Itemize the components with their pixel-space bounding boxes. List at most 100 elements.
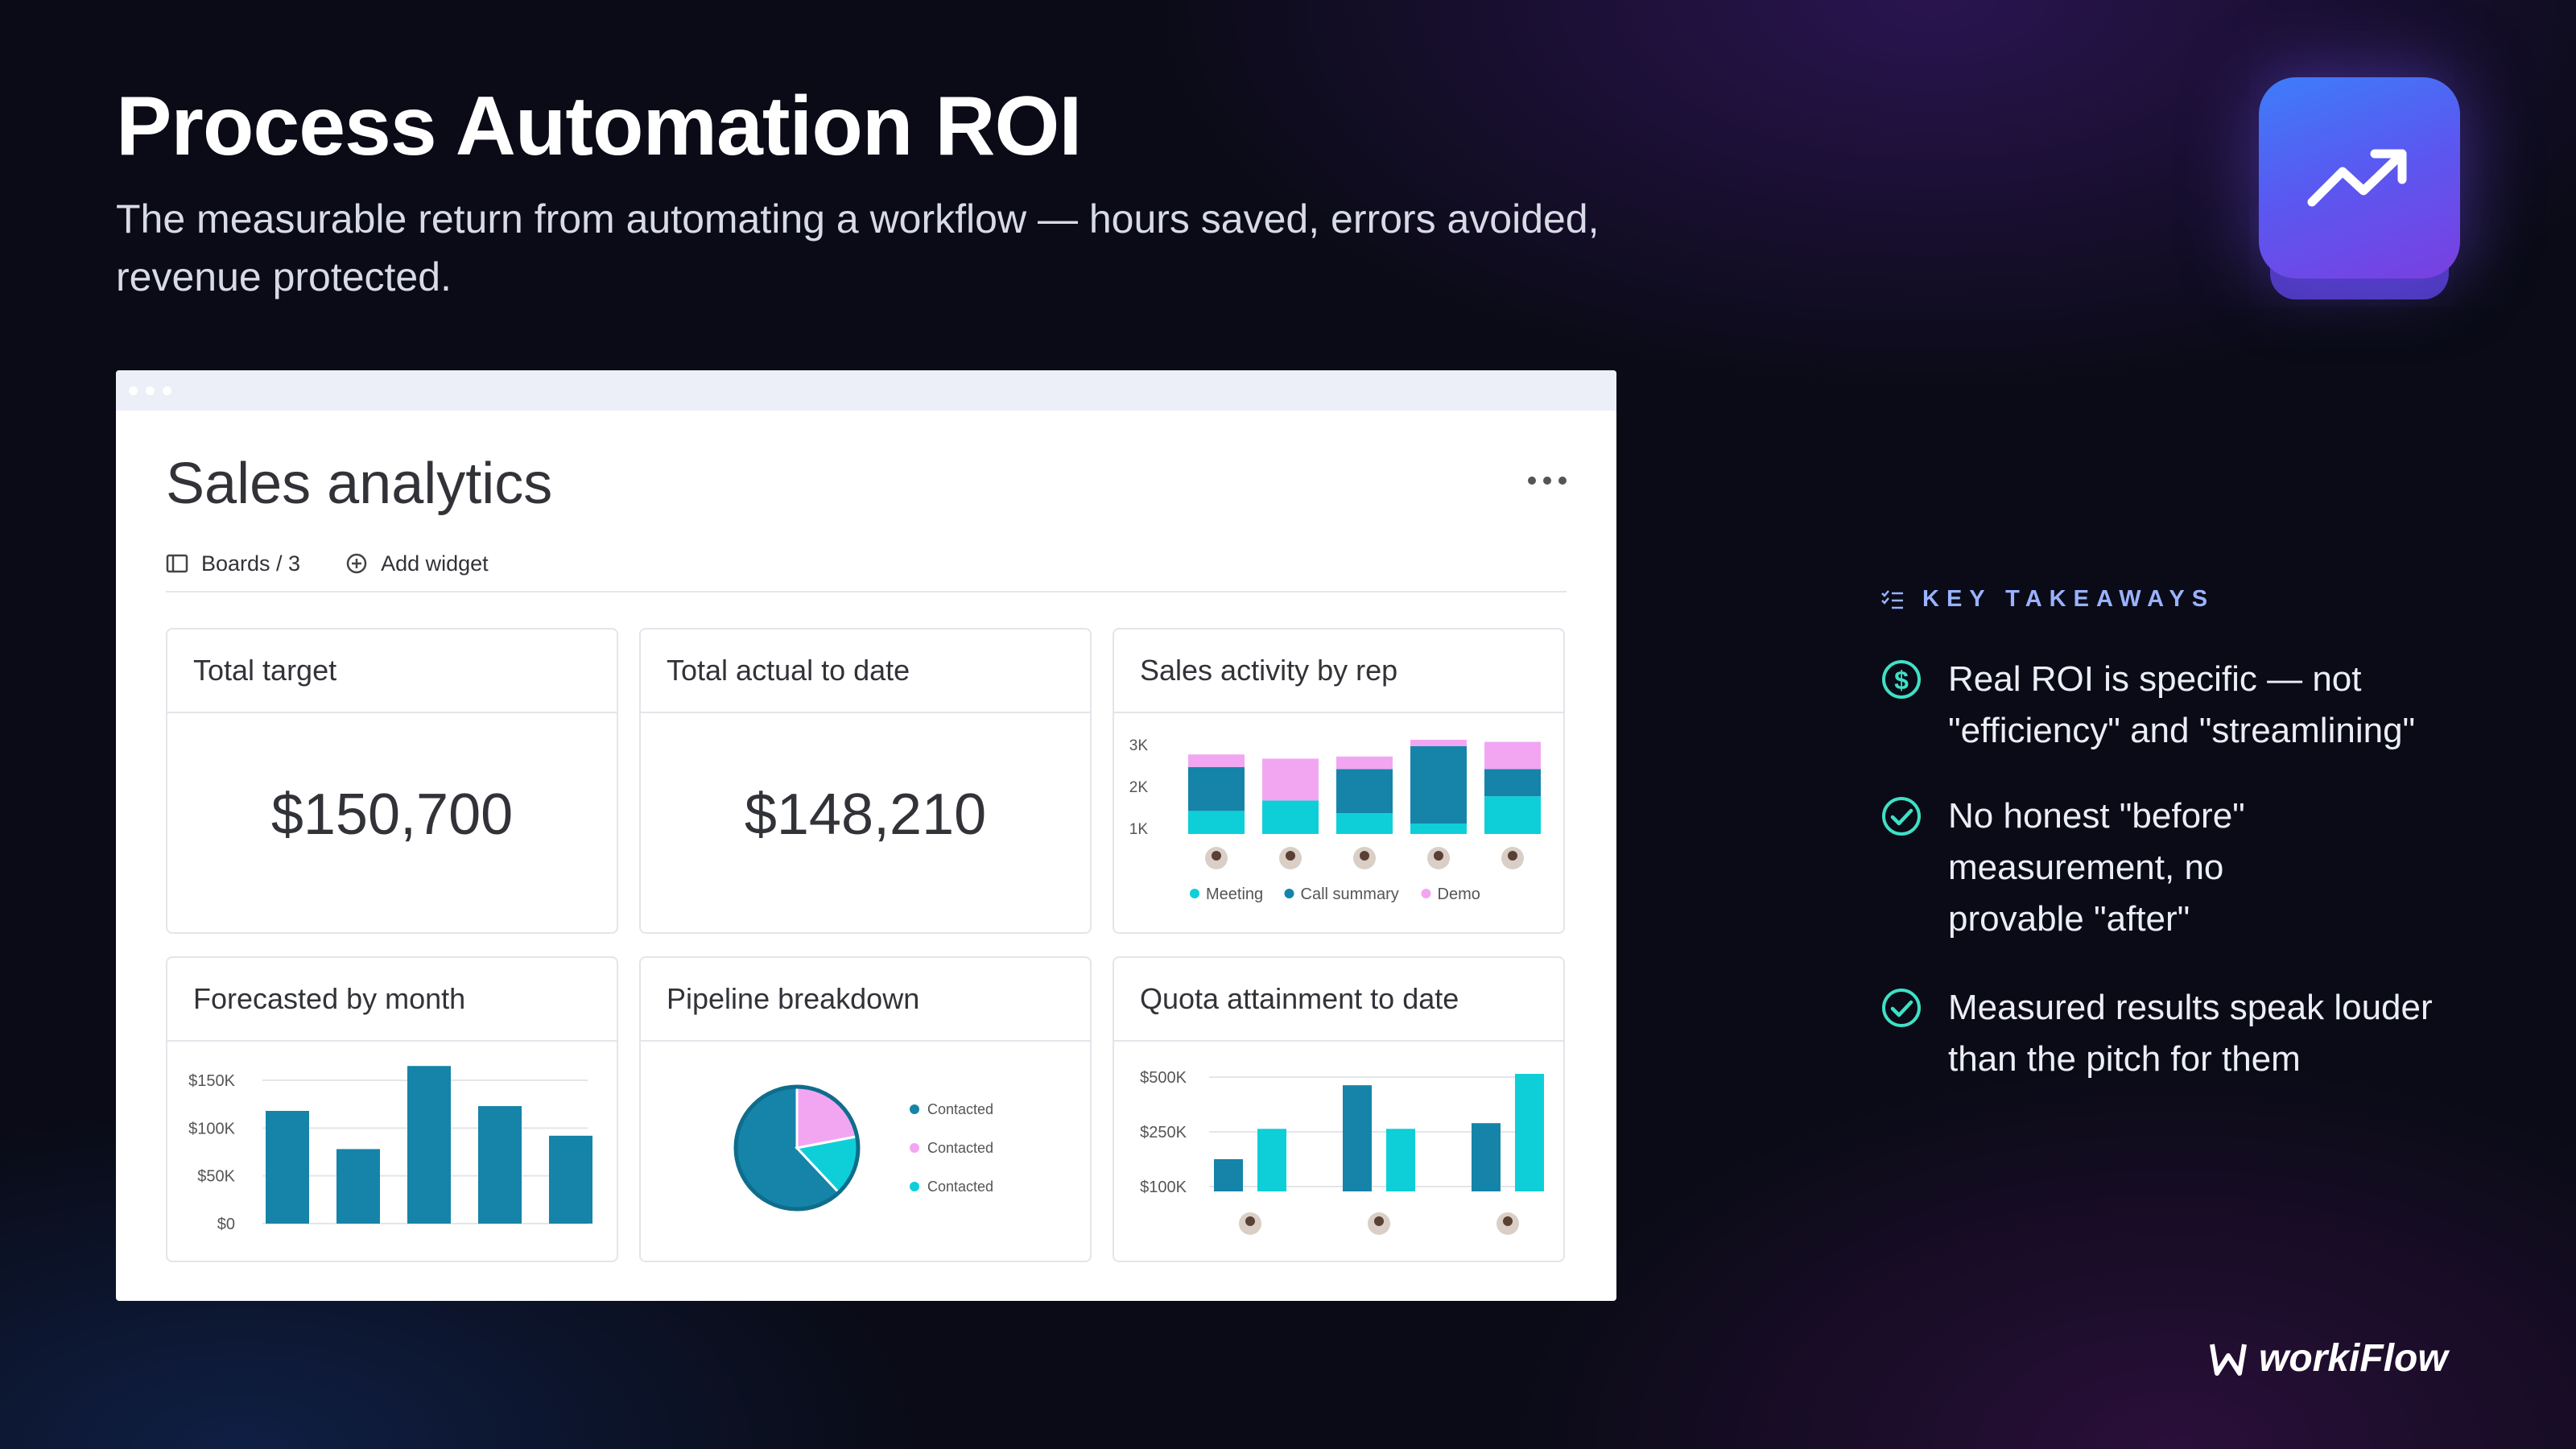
y-tick-label: 2K (1129, 779, 1149, 796)
boards-label: Boards / 3 (201, 551, 301, 576)
avatar-head (1212, 851, 1221, 861)
quota-card[interactable]: Quota attainment to date $500K $250K $100K (1113, 956, 1565, 1262)
avatar-head (1503, 1216, 1513, 1226)
legend-swatch (910, 1143, 919, 1153)
y-tick-label: 3K (1129, 737, 1149, 754)
more-dot (1528, 477, 1536, 485)
sales-activity-card[interactable]: Sales activity by rep 3K 2K 1K Meeting Call … (1113, 628, 1565, 934)
card-title: Quota attainment to date (1114, 958, 1563, 1042)
avatar-head (1245, 1216, 1255, 1226)
bar (1257, 1129, 1286, 1191)
window-dot (163, 386, 171, 395)
legend-label: Call summary (1301, 886, 1399, 903)
legend-label: Contacted (927, 1140, 993, 1156)
bar (1386, 1129, 1415, 1191)
bar-segment (1484, 796, 1541, 834)
takeaway-line: provable "after" (1948, 899, 2190, 939)
sales-activity-chart: 3K 2K 1K Meeting Call summary Demo (1129, 737, 1541, 903)
bar-segment (1410, 745, 1467, 824)
checklist-icon (1881, 589, 1903, 609)
legend-swatch (910, 1104, 919, 1114)
svg-text:$: $ (1894, 666, 1909, 695)
window-dot (146, 386, 155, 395)
total-target-value: $150,700 (270, 782, 514, 847)
legend-swatch (1421, 889, 1431, 898)
window-titlebar (116, 370, 1616, 411)
y-tick-label: $500K (1140, 1069, 1187, 1087)
pie-outline (733, 1084, 861, 1212)
bar-segment (1336, 813, 1393, 834)
legend-swatch (910, 1182, 919, 1191)
add-widget-button[interactable]: Add widget (345, 551, 489, 591)
takeaway-line: than the pitch for them (1948, 1039, 2301, 1079)
total-actual-value: $148,210 (744, 782, 987, 847)
card-title: Sales activity by rep (1114, 630, 1563, 713)
slide-subtitle: The measurable return from automating a … (116, 196, 1600, 299)
forecast-card[interactable]: Forecasted by month $150K $100K $50K $0 (166, 956, 618, 1262)
takeaway-line: Real ROI is specific — not (1948, 659, 2362, 699)
bar (1515, 1074, 1544, 1191)
total-target-card[interactable]: Total target $150,700 (166, 628, 618, 934)
check-circle-icon (1882, 989, 1921, 1027)
more-dot (1558, 477, 1567, 485)
takeaway-line: measurement, no (1948, 848, 2224, 887)
avatar-head (1286, 851, 1295, 861)
trending-up-app-icon (2259, 77, 2460, 279)
bar-segment (1188, 754, 1245, 767)
card-title: Pipeline breakdown (641, 958, 1090, 1042)
bar (336, 1149, 380, 1224)
workiflow-logo-icon (2210, 1344, 2247, 1376)
pipeline-chart: Contacted Contacted Contacted (733, 1084, 993, 1212)
takeaway-item: No honest "before" measurement, no prova… (1880, 791, 2476, 945)
add-widget-label: Add widget (381, 551, 489, 576)
brand-name: workiFlow (2259, 1337, 2448, 1380)
pipeline-card[interactable]: Pipeline breakdown Contacted Contacted Con… (639, 956, 1092, 1262)
takeaway-line: "efficiency" and "streamlining" (1948, 711, 2416, 750)
plus-circle-icon (346, 553, 367, 574)
y-tick-label: $250K (1140, 1124, 1187, 1141)
bar-segment (1484, 741, 1541, 770)
key-takeaways-label: KEY TAKEAWAYS (1922, 586, 2215, 612)
bar (1472, 1123, 1501, 1191)
avatar-head (1374, 1216, 1384, 1226)
legend-label: Meeting (1206, 886, 1263, 903)
boards-button[interactable]: Boards / 3 (166, 551, 300, 591)
takeaway-line: No honest "before" (1948, 796, 2245, 836)
brand-logo: workiFlow (2209, 1336, 2448, 1381)
board-icon (166, 554, 188, 573)
legend-swatch (1284, 889, 1294, 898)
bar-segment (1410, 824, 1467, 834)
legend-label: Demo (1438, 886, 1480, 903)
key-takeaways-heading: KEY TAKEAWAYS (1880, 586, 2215, 613)
card-title: Forecasted by month (167, 958, 617, 1042)
legend-swatch (1190, 889, 1199, 898)
y-tick-label: $150K (188, 1072, 235, 1090)
bar-segment (1336, 769, 1393, 813)
quota-chart: $500K $250K $100K (1140, 1069, 1544, 1235)
check-circle-icon (1882, 797, 1921, 836)
avatar-head (1508, 851, 1517, 861)
dashboard-toolbar: Boards / 3 Add widget (166, 551, 1567, 592)
bar (549, 1135, 592, 1224)
card-title: Total actual to date (641, 630, 1090, 713)
bar-segment (1410, 740, 1467, 746)
bar-segment (1262, 800, 1319, 834)
y-tick-label: 1K (1129, 821, 1149, 838)
trending-up-icon (2307, 149, 2407, 207)
total-actual-card[interactable]: Total actual to date $148,210 (639, 628, 1092, 934)
slide-title: Process Automation ROI (116, 80, 1082, 173)
more-options-button[interactable] (1528, 477, 1567, 485)
bar-segment (1484, 769, 1541, 797)
takeaway-item: $ Real ROI is specific — not "efficiency… (1880, 654, 2476, 757)
bar (407, 1066, 451, 1224)
dashboard-title: Sales analytics (166, 452, 553, 516)
dollar-icon: $ (1882, 660, 1921, 699)
legend-label: Contacted (927, 1179, 993, 1195)
y-tick-label: $100K (188, 1120, 235, 1137)
legend-label: Contacted (927, 1101, 993, 1117)
y-tick-label: $0 (217, 1216, 235, 1233)
bar-segment (1188, 766, 1245, 811)
forecast-chart: $150K $100K $50K $0 (188, 1066, 592, 1233)
y-tick-label: $50K (197, 1168, 235, 1186)
takeaway-item: Measured results speak louder than the p… (1880, 982, 2476, 1085)
